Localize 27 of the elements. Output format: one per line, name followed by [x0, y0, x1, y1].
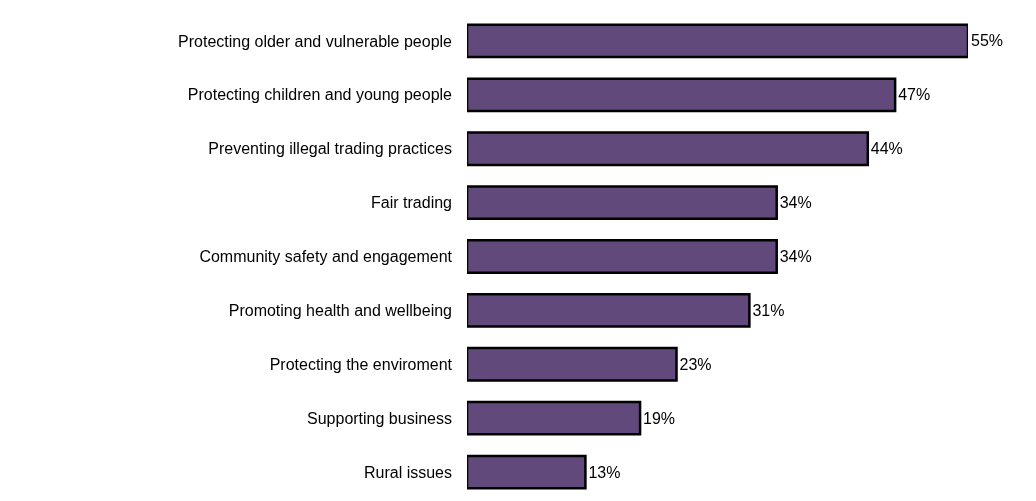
- y-tick-label: Protecting children and young people: [187, 86, 453, 104]
- bar: [467, 23, 968, 59]
- data-label: 31%: [752, 301, 785, 319]
- data-label: 13%: [588, 463, 621, 481]
- bar: [467, 185, 778, 221]
- y-tick-label: Protecting the enviroment: [269, 355, 453, 373]
- y-tick-label: Protecting older and vulnerable people: [178, 32, 453, 50]
- data-label: 19%: [643, 409, 676, 427]
- y-tick-label: Preventing illegal trading practices: [208, 140, 452, 158]
- bar: [467, 400, 642, 436]
- data-label: 47%: [898, 86, 931, 104]
- data-label: 34%: [779, 248, 812, 265]
- data-label: 23%: [679, 355, 712, 373]
- data-label: 44%: [870, 140, 903, 158]
- data-label: 55%: [971, 32, 1004, 50]
- y-tick-label: Rural issues: [363, 463, 452, 481]
- bar: [467, 454, 587, 490]
- y-tick-label: Fair trading: [371, 194, 452, 212]
- bar: [467, 292, 751, 328]
- bar: [467, 239, 778, 274]
- bar: [467, 131, 870, 167]
- y-tick-label: Promoting health and wellbeing: [228, 301, 452, 319]
- y-tick-label: Supporting business: [307, 409, 452, 427]
- data-label: 34%: [779, 194, 812, 212]
- y-tick-label: Community safety and engagement: [199, 248, 453, 266]
- bar: [467, 346, 678, 382]
- bar: [467, 77, 897, 113]
